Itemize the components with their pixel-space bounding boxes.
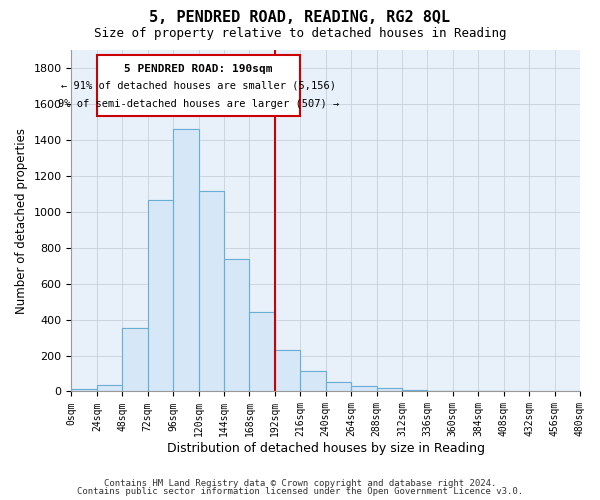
Y-axis label: Number of detached properties: Number of detached properties	[15, 128, 28, 314]
Text: ← 91% of detached houses are smaller (5,156): ← 91% of detached houses are smaller (5,…	[61, 81, 336, 91]
Text: 5 PENDRED ROAD: 190sqm: 5 PENDRED ROAD: 190sqm	[124, 64, 273, 74]
Text: Contains HM Land Registry data © Crown copyright and database right 2024.: Contains HM Land Registry data © Crown c…	[104, 478, 496, 488]
Text: Size of property relative to detached houses in Reading: Size of property relative to detached ho…	[94, 28, 506, 40]
Text: 9% of semi-detached houses are larger (507) →: 9% of semi-detached houses are larger (5…	[58, 100, 339, 110]
Text: Contains public sector information licensed under the Open Government Licence v3: Contains public sector information licen…	[77, 488, 523, 496]
X-axis label: Distribution of detached houses by size in Reading: Distribution of detached houses by size …	[167, 442, 485, 455]
Bar	[97, 56, 300, 116]
Text: 5, PENDRED ROAD, READING, RG2 8QL: 5, PENDRED ROAD, READING, RG2 8QL	[149, 10, 451, 25]
